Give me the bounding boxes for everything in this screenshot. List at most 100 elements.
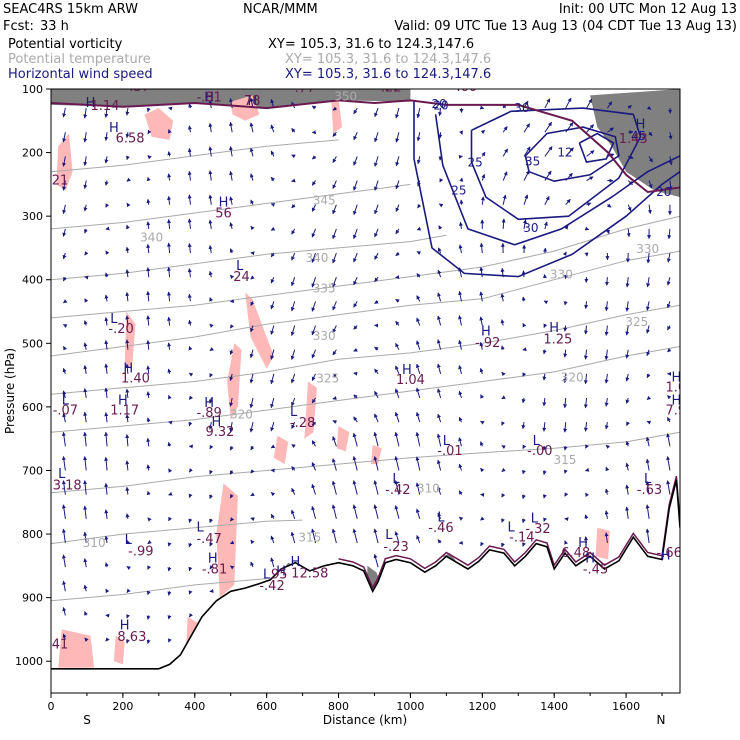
wind-vector bbox=[229, 146, 233, 157]
wind-vector bbox=[604, 301, 609, 312]
wind-vector bbox=[311, 301, 317, 312]
pv-label: H bbox=[661, 548, 671, 563]
pv-label: H bbox=[109, 121, 119, 136]
wind-vector bbox=[146, 391, 151, 399]
pv-label: H bbox=[481, 325, 491, 340]
wind-vector bbox=[311, 528, 317, 544]
wind-vector bbox=[167, 591, 172, 596]
pv-label: H bbox=[672, 393, 682, 408]
pv-label: 1.01 bbox=[666, 381, 695, 396]
wind-vector bbox=[250, 445, 255, 451]
wind-vector bbox=[627, 180, 633, 186]
wind-vector bbox=[167, 151, 172, 157]
wind-vector bbox=[542, 470, 547, 475]
wind-vector bbox=[290, 349, 296, 360]
wind-vector bbox=[104, 340, 109, 350]
pv-label: 1.43 bbox=[619, 132, 648, 147]
wind-vector bbox=[563, 397, 568, 409]
wind-vector bbox=[332, 301, 337, 311]
wind-vector bbox=[415, 508, 421, 519]
wind-vector bbox=[502, 194, 507, 205]
wind-vector bbox=[416, 295, 421, 302]
wind-vector bbox=[583, 349, 588, 360]
wind-vector bbox=[84, 611, 88, 616]
wind-vector bbox=[83, 320, 88, 326]
wind-vector bbox=[83, 107, 88, 119]
theta-label: 310 bbox=[417, 482, 440, 496]
wind-vector bbox=[374, 299, 379, 304]
wind-vector bbox=[523, 219, 527, 229]
wind-vector bbox=[62, 107, 67, 118]
x-tick-label: 0 bbox=[48, 700, 55, 713]
pv-label: L bbox=[62, 393, 70, 408]
pv-label: H bbox=[578, 536, 588, 551]
wind-vector bbox=[270, 513, 275, 520]
wind-vector bbox=[586, 150, 595, 157]
field-name-pv: Potential vorticity bbox=[8, 37, 123, 52]
pv-label: -.14 bbox=[509, 531, 534, 546]
wind-vector bbox=[311, 397, 316, 404]
wind-vector bbox=[187, 268, 192, 278]
wind-vector bbox=[544, 195, 550, 205]
wind-vector bbox=[564, 540, 568, 545]
wind-vector bbox=[521, 296, 526, 302]
wind-vector bbox=[209, 373, 214, 378]
wind-vector bbox=[521, 397, 526, 404]
wind-vector bbox=[395, 228, 400, 235]
wind-vector bbox=[146, 315, 151, 326]
wind-vector bbox=[668, 132, 673, 140]
x-tick-label: 1600 bbox=[612, 700, 640, 713]
wind-vector bbox=[125, 486, 130, 495]
wind-vector bbox=[586, 202, 592, 207]
wind-vector bbox=[481, 151, 486, 157]
wind-speed-contour bbox=[413, 100, 680, 278]
wind-vector bbox=[104, 509, 109, 519]
wind-vector bbox=[105, 203, 110, 208]
wind-vector bbox=[436, 339, 442, 350]
plot-area: 340 340 335 330 325 320 315 310 310 345 330 325 320 3… bbox=[51, 89, 695, 693]
wind-vector bbox=[250, 225, 255, 231]
wind-vector bbox=[502, 126, 508, 133]
wind-vector bbox=[230, 517, 235, 522]
wind-vector bbox=[626, 228, 631, 238]
wind-vector bbox=[61, 431, 66, 447]
wind-vector bbox=[270, 252, 275, 258]
pv-label: 6.58 bbox=[116, 131, 145, 146]
wind-vector bbox=[646, 395, 652, 400]
wind-vector bbox=[311, 155, 317, 160]
pv-label: -.81 bbox=[196, 91, 221, 106]
wind-vector bbox=[188, 542, 193, 548]
wind-vector bbox=[607, 127, 614, 133]
pv-label: 9.32 bbox=[205, 425, 234, 440]
wind-vector bbox=[126, 539, 130, 545]
wind-vector bbox=[667, 325, 671, 331]
pv-label: H bbox=[276, 564, 286, 579]
wind-vector bbox=[332, 252, 337, 264]
wind-vector bbox=[62, 580, 67, 592]
pv-label: L bbox=[236, 259, 244, 274]
wind-vector bbox=[625, 301, 630, 312]
wind-vector bbox=[188, 612, 193, 618]
wind-vector bbox=[584, 301, 589, 309]
theta-label: 310 bbox=[83, 536, 106, 550]
wind-vector bbox=[83, 558, 88, 568]
pv-label: H bbox=[120, 618, 130, 633]
wind-vector bbox=[311, 325, 317, 336]
wind-vector bbox=[645, 528, 650, 544]
wind-vector bbox=[604, 510, 609, 519]
y-tick-label: 1000 bbox=[15, 655, 43, 668]
wind-vector bbox=[332, 180, 337, 189]
theta-label: 320 bbox=[230, 407, 253, 421]
wind-vector bbox=[311, 461, 317, 471]
theta-label: 315 bbox=[554, 453, 577, 467]
wind-vector bbox=[544, 98, 551, 109]
wind-vector bbox=[458, 221, 463, 229]
wind-vector bbox=[229, 248, 234, 254]
wind-vector bbox=[230, 274, 235, 280]
wind-vector bbox=[208, 422, 213, 430]
wind-vector bbox=[146, 590, 151, 596]
pv-label: L bbox=[392, 472, 400, 487]
wind-vector bbox=[331, 528, 337, 544]
wind-vector bbox=[188, 395, 194, 400]
